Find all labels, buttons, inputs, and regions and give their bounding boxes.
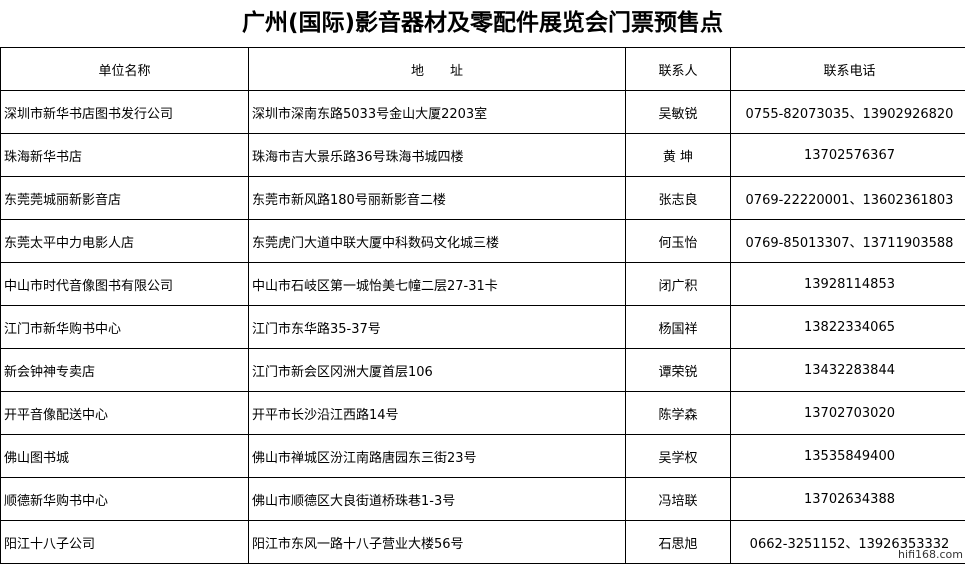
address-cell: 东莞虎门大道中联大厦中科数码文化城三楼 xyxy=(249,220,626,263)
contact-cell: 闭广积 xyxy=(626,263,731,306)
unit-name-cell: 江门市新华购书中心 xyxy=(1,306,249,349)
header-unit-name: 单位名称 xyxy=(1,48,249,91)
phone-cell: 13432283844 xyxy=(731,349,965,392)
ticket-outlets-table: 单位名称 地 址 联系人 联系电话 深圳市新华书店图书发行公司深圳市深南东路50… xyxy=(0,47,965,564)
contact-cell: 黄 坤 xyxy=(626,134,731,177)
address-cell: 深圳市深南东路5033号金山大厦2203室 xyxy=(249,91,626,134)
address-cell: 珠海市吉大景乐路36号珠海书城四楼 xyxy=(249,134,626,177)
unit-name-cell: 东莞莞城丽新影音店 xyxy=(1,177,249,220)
unit-name-cell: 新会钟神专卖店 xyxy=(1,349,249,392)
unit-name-cell: 佛山图书城 xyxy=(1,435,249,478)
contact-cell: 陈学森 xyxy=(626,392,731,435)
table-header-row: 单位名称 地 址 联系人 联系电话 xyxy=(1,48,965,91)
contact-cell: 张志良 xyxy=(626,177,731,220)
contact-cell: 何玉怡 xyxy=(626,220,731,263)
phone-cell: 0755-82073035、13902926820 xyxy=(731,91,965,134)
phone-cell: 13702634388 xyxy=(731,478,965,521)
contact-cell: 冯培联 xyxy=(626,478,731,521)
unit-name-cell: 中山市时代音像图书有限公司 xyxy=(1,263,249,306)
watermark: hifi168.com xyxy=(898,548,963,561)
contact-cell: 谭荣锐 xyxy=(626,349,731,392)
phone-cell: 13928114853 xyxy=(731,263,965,306)
header-address: 地 址 xyxy=(249,48,626,91)
address-cell: 江门市新会区冈洲大厦首层106 xyxy=(249,349,626,392)
unit-name-cell: 东莞太平中力电影人店 xyxy=(1,220,249,263)
header-phone: 联系电话 xyxy=(731,48,965,91)
address-cell: 佛山市顺德区大良街道桥珠巷1-3号 xyxy=(249,478,626,521)
unit-name-cell: 珠海新华书店 xyxy=(1,134,249,177)
header-contact: 联系人 xyxy=(626,48,731,91)
unit-name-cell: 阳江十八子公司 xyxy=(1,521,249,564)
unit-name-cell: 开平音像配送中心 xyxy=(1,392,249,435)
address-cell: 佛山市禅城区汾江南路唐园东三街23号 xyxy=(249,435,626,478)
contact-cell: 吴学权 xyxy=(626,435,731,478)
contact-cell: 石思旭 xyxy=(626,521,731,564)
phone-cell: 13702703020 xyxy=(731,392,965,435)
unit-name-cell: 深圳市新华书店图书发行公司 xyxy=(1,91,249,134)
address-cell: 阳江市东风一路十八子营业大楼56号 xyxy=(249,521,626,564)
address-cell: 江门市东华路35-37号 xyxy=(249,306,626,349)
address-cell: 中山市石岐区第一城怡美七幢二层27-31卡 xyxy=(249,263,626,306)
phone-cell: 0769-22220001、13602361803 xyxy=(731,177,965,220)
phone-cell: 13822334065 xyxy=(731,306,965,349)
page-title: 广州(国际)影音器材及零配件展览会门票预售点 xyxy=(0,0,965,47)
contact-cell: 杨国祥 xyxy=(626,306,731,349)
phone-cell: 0769-85013307、13711903588 xyxy=(731,220,965,263)
address-cell: 东莞市新风路180号丽新影音二楼 xyxy=(249,177,626,220)
phone-cell: 13702576367 xyxy=(731,134,965,177)
contact-cell: 吴敏锐 xyxy=(626,91,731,134)
unit-name-cell: 顺德新华购书中心 xyxy=(1,478,249,521)
phone-cell: 13535849400 xyxy=(731,435,965,478)
address-cell: 开平市长沙沿江西路14号 xyxy=(249,392,626,435)
